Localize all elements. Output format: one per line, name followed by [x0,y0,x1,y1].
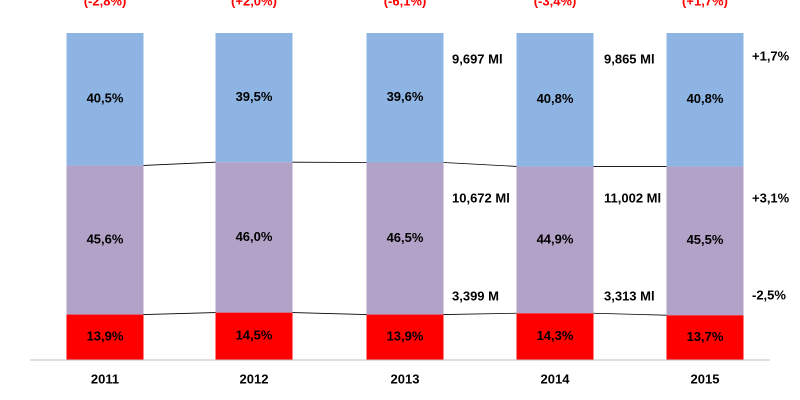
data-label-2011-1: 45,6% [87,231,124,246]
data-label-2015-0: 13,7% [687,329,724,344]
bar-segment-2014-0 [516,313,594,360]
bar-segment-2015-0 [666,315,744,360]
labels: 13,9% 45,6% 40,5% 2011 (-2,8%) 14,5% 46,0% 39,5… [84,0,790,386]
top-change-label-2012: (+2,0%) [231,0,277,8]
data-label-2011-0: 13,9% [87,329,124,344]
data-label-2012-1: 46,0% [236,229,273,244]
x-tick-label-2011: 2011 [91,371,119,386]
data-label-2013-1: 46,5% [387,230,424,245]
data-label-2015-2: 40,8% [687,91,724,106]
bar-segment-2012-2 [215,33,293,163]
connector-line-0-0 [143,312,216,315]
data-label-2012-0: 14,5% [236,328,273,343]
annotation-2013-2: 3,399 M [452,288,499,303]
annotation-2014-2: 3,313 Ml [604,288,655,303]
bar-segment-2014-1 [516,166,594,314]
annotation-2014-0: 9,865 Ml [604,51,655,66]
connector-line-2-1 [443,162,517,167]
top-change-label-2011: (-2,8%) [84,0,127,8]
data-label-2014-0: 14,3% [537,328,574,343]
x-tick-label-2015: 2015 [691,371,720,386]
annotation-right-1: +3,1% [752,190,790,205]
annotation-2014-1: 11,002 Ml [604,190,661,205]
x-tick-label-2012: 2012 [240,371,269,386]
data-label-2013-2: 39,6% [387,89,424,104]
data-label-2014-2: 40,8% [537,91,574,106]
data-label-2015-1: 45,5% [687,232,724,247]
annotation-right-0: +1,7% [752,48,790,63]
bar-segment-2012-1 [215,162,293,313]
bar-segment-2011-0 [66,314,144,360]
annotation-2013-1: 10,672 Ml [452,190,510,205]
top-change-label-2013: (-6,1%) [384,0,427,8]
annotation-right-2: -2,5% [752,287,786,302]
bars [66,33,744,360]
bar-segment-2015-2 [666,33,744,167]
connector-line-0-1 [143,161,216,166]
data-label-2014-1: 44,9% [537,231,574,246]
x-tick-label-2013: 2013 [391,371,420,386]
connector-line-2-0 [443,312,517,315]
connector-line-1-0 [292,312,367,315]
data-label-2013-0: 13,9% [387,329,424,344]
data-label-2012-2: 39,5% [236,89,273,104]
connector-lines [143,161,667,316]
bar-segment-2011-1 [66,165,144,315]
bar-segment-2014-2 [516,33,594,167]
top-change-label-2014: (-3,4%) [534,0,577,8]
top-change-label-2015: (+1,7%) [682,0,728,8]
x-tick-label-2014: 2014 [541,371,571,386]
connector-line-3-0 [593,312,667,316]
bar-segment-2013-0 [366,314,444,360]
annotation-2013-0: 9,697 Ml [452,51,503,66]
bar-segment-2011-2 [66,33,144,166]
bar-segment-2012-0 [215,312,293,360]
bar-segment-2015-1 [666,166,744,316]
bar-segment-2013-1 [366,162,444,315]
data-label-2011-2: 40,5% [87,91,124,106]
bar-segment-2013-2 [366,33,444,163]
